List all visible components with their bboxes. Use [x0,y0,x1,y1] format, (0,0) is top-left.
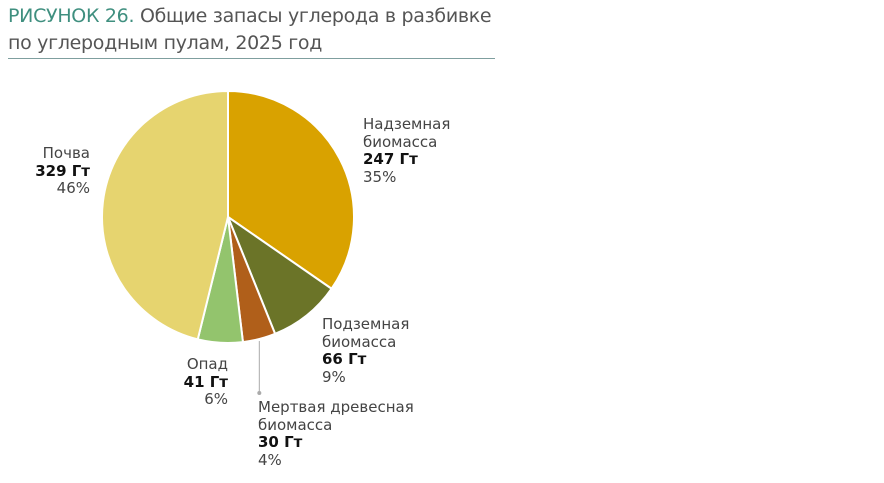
figure-title-text: Общие запасы углерода в разбивке по угле… [8,5,492,54]
slice-percent: 46% [56,179,90,197]
leader-dot-deadwood [257,391,262,395]
slice-name: Подземная биомасса [322,315,410,351]
slice-name: Почва [42,144,90,162]
slice-label-litter: Опад 41 Гт 6% [160,355,228,409]
figure-label: РИСУНОК 26. [8,5,135,27]
slice-value: 329 Гт [35,161,90,180]
slice-name: Мертвая древесная биомасса [258,398,414,434]
pie-slice-4 [101,90,229,341]
slice-value: 66 Гт [322,350,367,368]
slice-percent: 35% [363,167,397,186]
slice-value: 41 Гт [183,372,228,391]
slice-label-soil: Почва 329 Гт 46% [20,144,90,198]
title-divider [8,58,495,59]
slice-value: 247 Гт [363,150,418,168]
slice-name: Надземная биомасса [363,115,451,151]
figure-title: РИСУНОК 26. Общие запасы углерода в разб… [8,3,508,57]
slice-percent: 6% [204,390,228,408]
slice-percent: 4% [258,450,282,469]
slice-label-belowground: Подземная биомасса 66 Гт 9% [322,315,422,386]
slice-label-aboveground: Надземная биомасса 247 Гт 35% [363,115,473,186]
pie-slice-0 [227,90,355,290]
slice-name: Опад [186,355,228,373]
slice-percent: 9% [322,367,346,386]
slice-label-deadwood: Мертвая древесная биомасса 30 Гт 4% [258,398,428,469]
slice-value: 30 Гт [258,433,303,451]
